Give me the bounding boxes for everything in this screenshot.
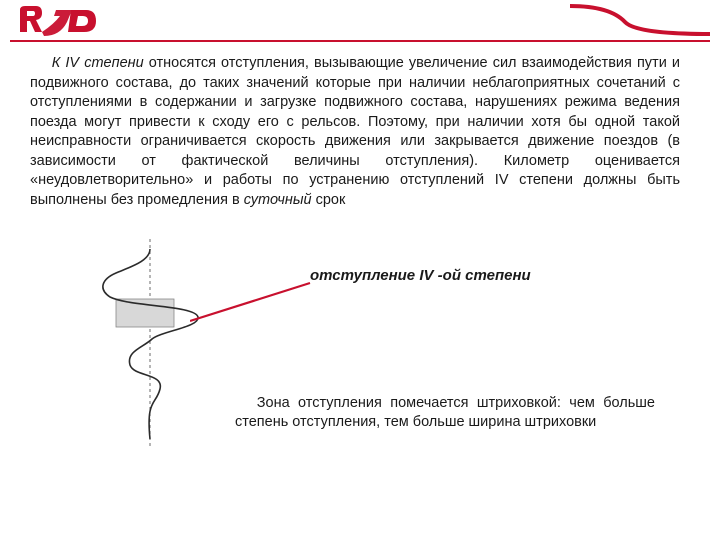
main-paragraph: К IV степени относятся отступления, вызы… (30, 54, 680, 211)
callout-line (190, 279, 320, 329)
header-bar (10, 0, 710, 42)
callout-label: отступление IV -ой степени (310, 267, 531, 284)
tail-italic: суточный (244, 192, 312, 208)
rzd-logo (18, 2, 98, 38)
header-swoosh (570, 0, 710, 36)
diagram-area: отступление IV -ой степени Зона отступле… (0, 239, 720, 489)
zone-description: Зона отступления помечается штриховкой: … (235, 394, 655, 433)
body-text: относятся отступления, вызывающие увелич… (30, 55, 680, 208)
deviation-diagram (90, 239, 220, 459)
lead-phrase: К IV степени (52, 55, 144, 71)
tail-plain: срок (312, 192, 346, 208)
